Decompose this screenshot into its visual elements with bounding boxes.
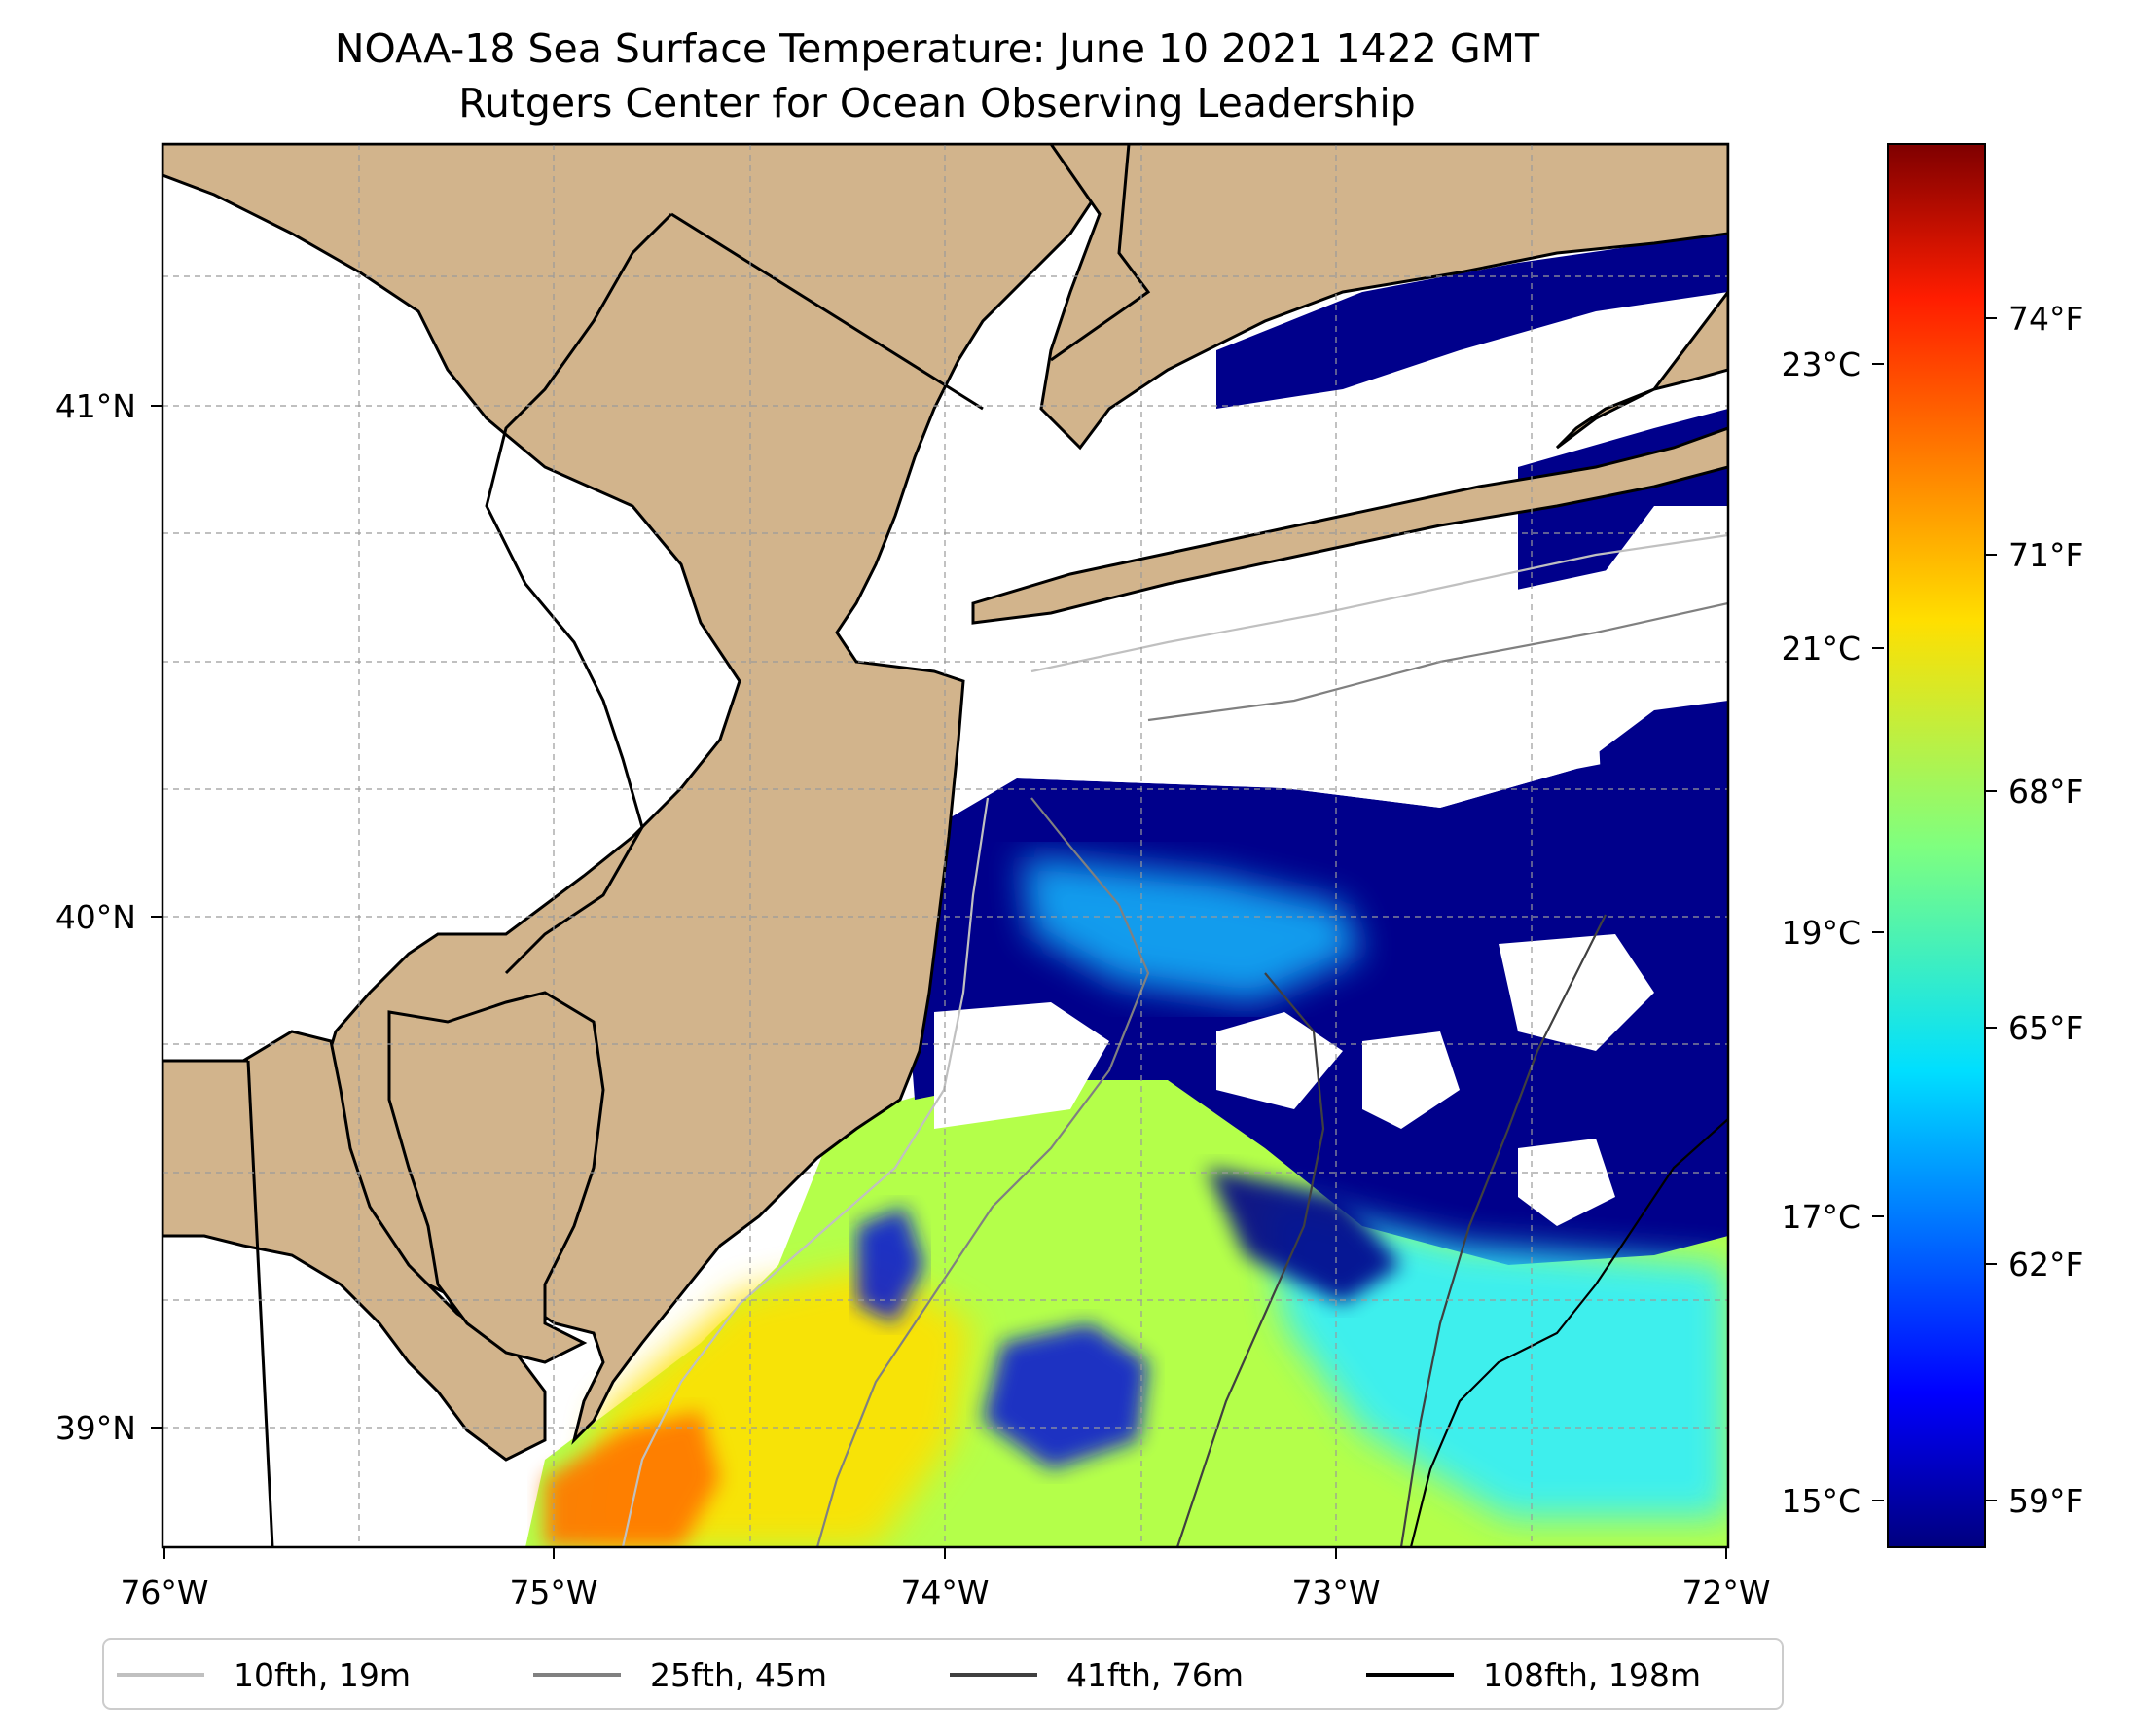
boundary-nj-ny-north bbox=[1050, 144, 1151, 362]
contour-41fth-east bbox=[1399, 914, 1607, 1547]
sst-sound-cold bbox=[1216, 234, 1728, 409]
legend-label-10fth: 10fth, 19m bbox=[234, 1656, 411, 1694]
bathymetry-contours bbox=[621, 533, 1728, 1547]
land-cape-may bbox=[387, 991, 605, 1364]
land-connecticut bbox=[1039, 144, 1728, 451]
celsius-label-19: 19°C bbox=[1781, 914, 1861, 952]
fahrenheit-label-74: 74°F bbox=[2008, 300, 2083, 338]
lon-label-72w: 72°W bbox=[1681, 1573, 1770, 1611]
cloud-band-north bbox=[963, 545, 1728, 808]
legend-label-108fth: 108fth, 198m bbox=[1483, 1656, 1701, 1694]
lat-ticks bbox=[151, 405, 163, 1429]
fahrenheit-label-68: 68°F bbox=[2008, 773, 2083, 811]
lon-label-74w: 74°W bbox=[900, 1573, 989, 1611]
land-long-island bbox=[971, 426, 1728, 625]
colorbar bbox=[1887, 143, 1986, 1548]
boundary-ny-nj bbox=[670, 212, 984, 411]
contour-108fth bbox=[1409, 1118, 1728, 1547]
contour-10fth-north bbox=[1030, 533, 1728, 673]
legend: 10fth, 19m 25fth, 45m 41fth, 76m 108fth,… bbox=[102, 1638, 1784, 1710]
fahrenheit-label-65: 65°F bbox=[2008, 1009, 2083, 1047]
map-panel bbox=[163, 144, 1728, 1547]
lat-label-40n: 40°N bbox=[55, 898, 136, 936]
lat-label-39n: 39°N bbox=[55, 1409, 136, 1447]
land-delmarva bbox=[163, 1030, 547, 1462]
lon-label-75w: 75°W bbox=[509, 1573, 597, 1611]
contour-41fth bbox=[1175, 972, 1325, 1547]
celsius-label-23: 23°C bbox=[1781, 345, 1861, 383]
sst-orange-coast bbox=[545, 1411, 720, 1547]
lon-ticks bbox=[163, 1547, 1727, 1559]
celsius-label-15: 15°C bbox=[1781, 1482, 1861, 1520]
cloud-blob-3 bbox=[1362, 1031, 1460, 1129]
sst-east-cold bbox=[1596, 681, 1728, 973]
boundary-de-md bbox=[246, 1060, 274, 1547]
fahrenheit-label-71: 71°F bbox=[2008, 536, 2083, 574]
lat-label-41n: 41°N bbox=[55, 387, 136, 425]
fahrenheit-label-59: 59°F bbox=[2008, 1482, 2083, 1520]
fahrenheit-ticks bbox=[1985, 317, 1997, 1501]
cloud-blob-1 bbox=[934, 1002, 1109, 1129]
contour-10fth bbox=[621, 797, 990, 1547]
legend-label-41fth: 41fth, 76m bbox=[1066, 1656, 1244, 1694]
celsius-ticks bbox=[1872, 363, 1884, 1501]
sst-blue-blob-2 bbox=[856, 1207, 924, 1323]
cloud-blob-2 bbox=[1216, 1012, 1343, 1109]
lon-label-76w: 76°W bbox=[120, 1573, 208, 1611]
title-line-1: NOAA-18 Sea Surface Temperature: June 10… bbox=[335, 25, 1540, 72]
lon-label-73w: 73°W bbox=[1291, 1573, 1380, 1611]
cloud-blob-4 bbox=[1499, 934, 1654, 1051]
sst-blue-blob-1 bbox=[983, 1323, 1148, 1469]
celsius-label-17: 17°C bbox=[1781, 1198, 1861, 1236]
legend-label-25fth: 25fth, 45m bbox=[650, 1656, 827, 1694]
title-line-2: Rutgers Center for Ocean Observing Leade… bbox=[458, 80, 1416, 127]
boundary-pa-nj bbox=[485, 212, 673, 975]
cloud-mask bbox=[934, 545, 1728, 1226]
contour-25fth bbox=[815, 797, 1150, 1547]
land-cape-cod-tip bbox=[1555, 289, 1728, 450]
sst-blue-blob-3 bbox=[1207, 1168, 1401, 1304]
gridlines bbox=[163, 144, 1728, 1547]
land bbox=[163, 144, 1728, 1462]
cloud-blob-5 bbox=[1518, 1139, 1615, 1226]
legend-box bbox=[102, 1638, 1784, 1710]
sst-field bbox=[525, 234, 1728, 1547]
sst-cyan-patch bbox=[1022, 856, 1362, 1002]
state-boundaries bbox=[163, 144, 1151, 1547]
celsius-label-21: 21°C bbox=[1781, 630, 1861, 668]
fahrenheit-label-62: 62°F bbox=[2008, 1246, 2083, 1284]
